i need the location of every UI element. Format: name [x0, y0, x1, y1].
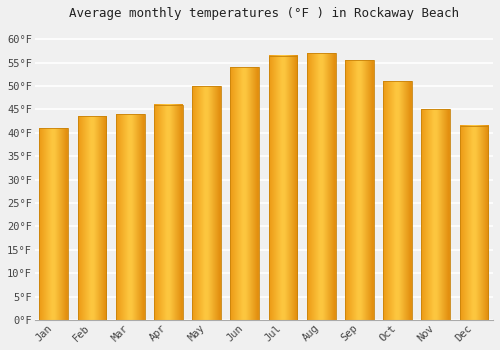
Bar: [268, 56, 298, 320]
Bar: [78, 117, 106, 320]
Bar: [192, 86, 221, 320]
Bar: [307, 53, 336, 320]
Bar: [383, 82, 412, 320]
Bar: [422, 110, 450, 320]
Bar: [116, 114, 144, 320]
Bar: [460, 126, 488, 320]
Bar: [230, 67, 259, 320]
Title: Average monthly temperatures (°F ) in Rockaway Beach: Average monthly temperatures (°F ) in Ro…: [69, 7, 459, 20]
Bar: [40, 128, 68, 320]
Bar: [345, 60, 374, 320]
Bar: [154, 105, 182, 320]
